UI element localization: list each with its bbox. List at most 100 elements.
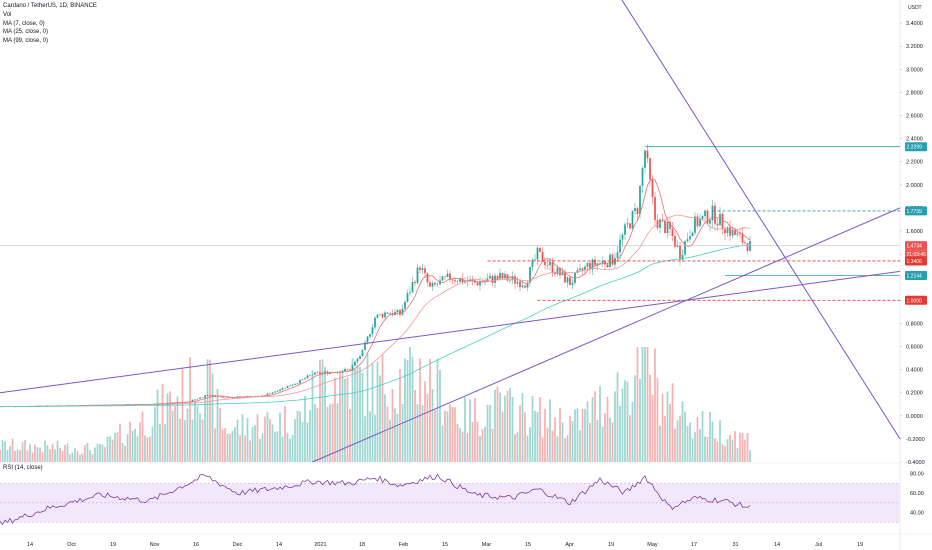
volume-bar	[101, 444, 104, 462]
volume-bar	[49, 449, 51, 462]
volume-bar	[216, 389, 219, 462]
volume-bar	[634, 375, 636, 462]
y-tick-label: 3.4000	[906, 21, 923, 27]
candle	[619, 239, 621, 253]
volume-bar	[351, 358, 354, 462]
volume-bar	[499, 392, 501, 462]
volume-bar	[61, 450, 64, 462]
candle	[661, 219, 664, 221]
volume-bar	[559, 408, 561, 462]
candle	[679, 245, 681, 260]
volume-bar	[244, 435, 246, 462]
volume-bar	[584, 408, 586, 462]
candle	[714, 205, 716, 224]
candle	[299, 379, 301, 384]
volume-bar	[464, 397, 466, 462]
trendline	[0, 270, 901, 394]
candle	[211, 395, 214, 396]
volume-bar	[194, 400, 196, 462]
volume-bar	[326, 406, 329, 462]
candle	[369, 334, 371, 337]
volume-bar	[706, 437, 709, 462]
volume-bar	[724, 446, 726, 462]
candle	[516, 281, 519, 284]
legend-ma7: MA (7, close, 0)	[3, 20, 45, 27]
volume-bar	[354, 369, 356, 462]
volume-bar	[234, 427, 236, 462]
volume-bar	[69, 454, 71, 462]
volume-bar	[401, 404, 404, 462]
candle	[389, 313, 391, 314]
volume-bar	[511, 396, 514, 462]
volume-bar	[721, 443, 724, 462]
volume-bar	[439, 370, 441, 462]
volume-bar	[366, 352, 369, 462]
candle	[324, 371, 326, 373]
candle	[611, 254, 614, 265]
volume-bar	[461, 431, 464, 462]
candle	[704, 210, 706, 217]
candle	[271, 392, 274, 394]
volume-bar	[711, 421, 714, 462]
volume-bar	[249, 440, 251, 462]
candle	[156, 403, 159, 405]
volume-bar	[636, 347, 639, 462]
candle	[231, 397, 234, 399]
x-tick-label: 15	[442, 542, 448, 548]
rsi-line	[0, 473, 751, 526]
volume-bar	[551, 430, 554, 462]
volume-bar	[639, 379, 641, 462]
candle	[709, 220, 711, 224]
volume-bar	[46, 445, 49, 462]
candle	[734, 229, 736, 235]
candle	[644, 150, 646, 168]
volume-bar	[6, 449, 9, 462]
candle	[404, 301, 406, 309]
candle	[674, 236, 676, 247]
volume-bar	[509, 387, 511, 462]
volume-bar	[479, 435, 481, 462]
candle	[366, 336, 369, 343]
candle	[641, 167, 644, 186]
volume-bar	[594, 391, 596, 462]
volume-bar	[349, 409, 351, 462]
candle	[694, 216, 696, 233]
volume-bar	[276, 431, 279, 462]
candle	[209, 395, 211, 396]
candle	[579, 268, 581, 271]
candle	[666, 221, 669, 233]
candle	[561, 271, 564, 276]
candle	[746, 243, 749, 251]
y-tick-label: 2.2000	[906, 160, 923, 166]
y-tick-label: 0.4000	[906, 368, 923, 374]
candle	[696, 216, 699, 227]
y-tick-label: 1.6000	[906, 229, 923, 235]
volume-bar	[501, 411, 504, 462]
volume-bar	[414, 389, 416, 462]
volume-bar	[534, 410, 536, 462]
candle	[599, 262, 601, 264]
candle	[624, 224, 626, 235]
candle	[546, 265, 549, 266]
volume-bar	[29, 444, 31, 462]
legend: Cardano / TetherUS, 1D, BINANCE Vol MA (…	[3, 2, 97, 46]
y-tick-label: 0.2000	[906, 391, 923, 397]
volume-bar	[456, 423, 459, 462]
volume-bar	[684, 411, 686, 462]
volume-bar	[99, 443, 101, 462]
volume-bar	[161, 384, 164, 462]
volume-bar	[239, 435, 241, 462]
volume-bar	[169, 391, 171, 462]
volume-bar	[76, 450, 79, 462]
volume-bar	[726, 439, 729, 462]
volume-bar	[641, 347, 644, 462]
trendline	[621, 0, 901, 440]
y-tick-label: 2.6000	[906, 114, 923, 120]
x-tick-label: 19	[857, 542, 863, 548]
volume-bar	[481, 428, 484, 462]
candle	[521, 285, 524, 288]
volume-bar	[666, 391, 669, 462]
candle	[556, 267, 559, 275]
volume-bar	[41, 452, 44, 462]
